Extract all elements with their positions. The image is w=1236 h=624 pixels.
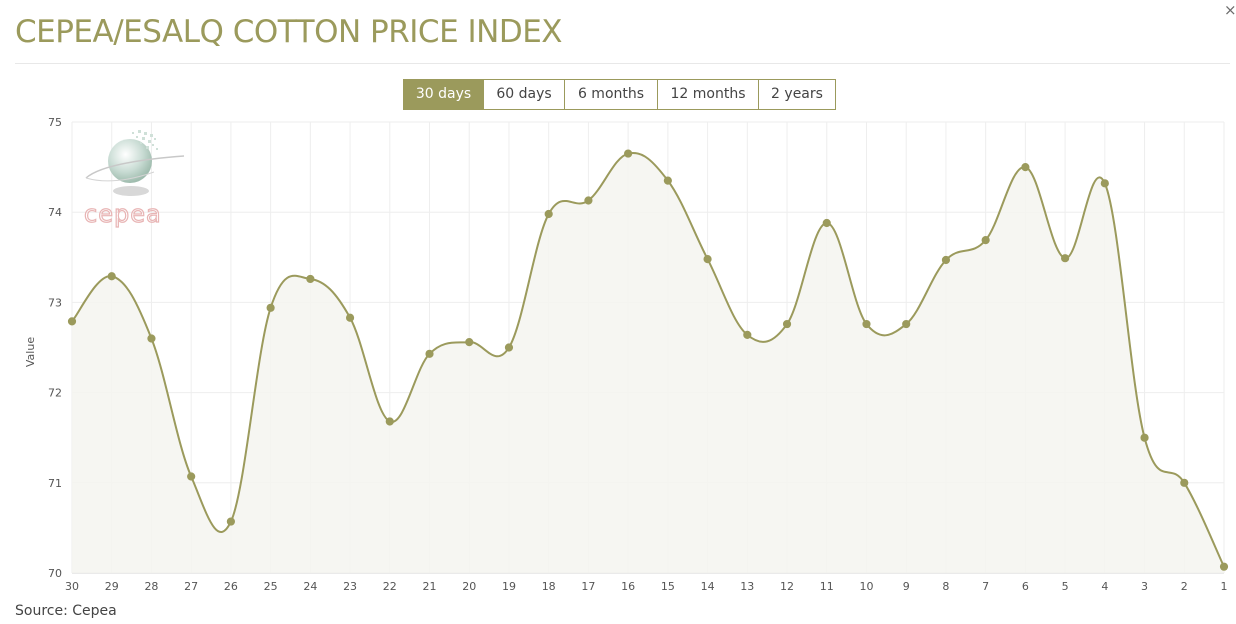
x-tick-label: 22 [383,580,397,593]
data-point[interactable] [1219,562,1229,571]
x-tick-label: 9 [903,580,910,593]
x-tick-label: 17 [581,580,595,593]
y-tick-label: 74 [48,206,62,219]
title-divider [15,63,1230,64]
y-tick-label: 70 [48,567,62,580]
x-tick-label: 19 [502,580,516,593]
data-point[interactable] [67,317,77,326]
tab-12-months[interactable]: 12 months [657,79,759,110]
data-point[interactable] [782,319,792,329]
x-tick-label: 8 [942,580,949,593]
x-tick-label: 6 [1022,580,1029,593]
data-point[interactable] [306,274,315,284]
x-tick-label: 2 [1181,580,1188,593]
data-point[interactable] [862,319,871,329]
data-point[interactable] [187,472,196,481]
data-point[interactable] [703,255,712,264]
y-tick-label: 72 [48,387,62,400]
data-point[interactable] [941,255,951,265]
x-tick-label: 26 [224,580,238,593]
close-icon[interactable]: × [1224,2,1236,18]
globe-logo-icon [85,130,185,196]
x-tick-label: 27 [184,580,198,593]
data-point[interactable] [544,209,553,219]
x-tick-label: 16 [621,580,635,593]
tab-6-months[interactable]: 6 months [564,79,658,110]
x-tick-label: 1 [1221,580,1228,593]
watermark-text: cepea [84,200,162,228]
page-title: CEPEA/ESALQ COTTON PRICE INDEX [15,14,563,50]
data-point[interactable] [822,218,831,228]
x-tick-label: 29 [105,580,119,593]
tab-2-years[interactable]: 2 years [758,79,836,110]
data-point[interactable] [1180,478,1189,487]
y-axis-title: Value [24,337,37,367]
tab-30-days[interactable]: 30 days [403,79,484,110]
x-tick-label: 14 [701,580,715,593]
range-tabs: 30 days 60 days 6 months 12 months 2 yea… [403,79,836,110]
x-tick-label: 7 [982,580,989,593]
data-point[interactable] [266,303,275,312]
x-tick-label: 3 [1141,580,1148,593]
data-point[interactable] [504,343,514,352]
cepea-watermark: cepea [83,130,185,229]
source-note: Source: Cepea [15,603,117,619]
data-point[interactable] [902,319,911,329]
data-point[interactable] [147,334,156,343]
x-tick-label: 11 [820,580,834,593]
x-tick-label: 18 [542,580,556,593]
x-tick-label: 10 [859,580,873,593]
y-tick-label: 73 [48,296,62,309]
data-point[interactable] [981,236,990,245]
data-point[interactable] [1021,163,1030,172]
x-axis-labels: 30 29 28 27 26 25 24 23 22 21 20 19 18 17 16 15 14 13 12 11… [65,580,1228,593]
data-point[interactable] [1140,433,1149,442]
x-tick-label: 25 [264,580,278,593]
x-tick-label: 15 [661,580,675,593]
x-tick-label: 4 [1101,580,1108,593]
data-point[interactable] [385,417,394,426]
data-points [67,149,1229,571]
data-point[interactable] [345,313,355,322]
tab-60-days[interactable]: 60 days [483,79,565,110]
data-point[interactable] [425,349,434,358]
x-tick-label: 24 [303,580,317,593]
x-tick-label: 20 [462,580,476,593]
data-point[interactable] [624,149,633,158]
series-area [72,152,1224,573]
data-point[interactable] [1061,254,1070,263]
data-point[interactable] [743,330,752,339]
data-point[interactable] [107,272,116,281]
x-tick-label: 30 [65,580,79,593]
x-tick-label: 12 [780,580,794,593]
x-tick-label: 13 [740,580,754,593]
area-layer [71,151,1225,573]
x-tick-label: 21 [423,580,437,593]
data-point[interactable] [584,196,593,205]
data-point[interactable] [663,176,672,185]
data-point[interactable] [226,517,235,526]
x-tick-label: 5 [1062,580,1069,593]
y-tick-label: 71 [48,477,62,490]
y-tick-label: 75 [48,116,62,129]
x-tick-label: 23 [343,580,357,593]
x-tick-label: 28 [144,580,158,593]
data-point[interactable] [465,337,474,347]
y-axis-labels: 70 71 72 73 74 75 [48,116,62,580]
data-point[interactable] [1100,179,1109,188]
